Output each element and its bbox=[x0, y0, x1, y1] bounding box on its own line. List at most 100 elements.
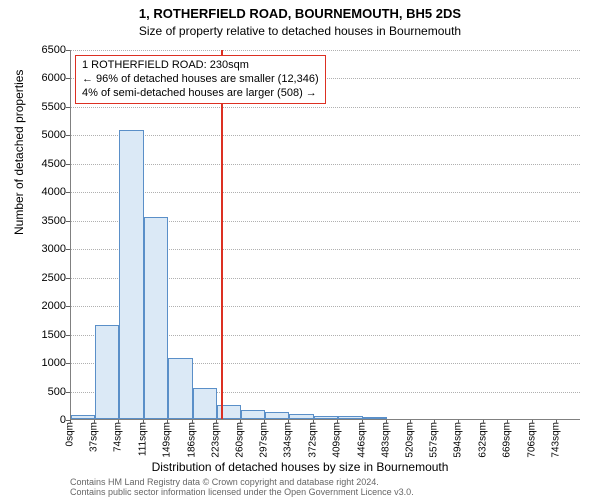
histogram-bar bbox=[71, 415, 95, 419]
ytick-mark bbox=[66, 306, 70, 307]
xtick-mark bbox=[458, 420, 459, 424]
xtick-label: 446sqm bbox=[356, 422, 367, 458]
histogram-bar bbox=[314, 416, 338, 419]
ytick-mark bbox=[66, 249, 70, 250]
ytick-label: 6000 bbox=[16, 72, 66, 84]
gridline bbox=[71, 135, 580, 136]
gridline bbox=[71, 164, 580, 165]
xtick-label: 372sqm bbox=[308, 422, 319, 458]
histogram-bar bbox=[289, 414, 313, 419]
ytick-label: 3500 bbox=[16, 215, 66, 227]
xtick-mark bbox=[410, 420, 411, 424]
ytick-label: 5500 bbox=[16, 101, 66, 113]
annotation-box: 1 ROTHERFIELD ROAD: 230sqm← 96% of detac… bbox=[75, 55, 326, 104]
chart-subtitle: Size of property relative to detached ho… bbox=[0, 24, 600, 38]
ytick-label: 4000 bbox=[16, 186, 66, 198]
xtick-label: 74sqm bbox=[113, 422, 124, 452]
footer-line-1: Contains HM Land Registry data © Crown c… bbox=[70, 477, 379, 487]
ytick-label: 5000 bbox=[16, 129, 66, 141]
ytick-mark bbox=[66, 135, 70, 136]
xtick-label: 632sqm bbox=[478, 422, 489, 458]
xtick-label: 260sqm bbox=[235, 422, 246, 458]
histogram-bar bbox=[338, 416, 362, 419]
xtick-mark bbox=[118, 420, 119, 424]
annotation-line: ← 96% of detached houses are smaller (12… bbox=[82, 73, 319, 87]
xtick-mark bbox=[288, 420, 289, 424]
xtick-mark bbox=[240, 420, 241, 424]
histogram-bar bbox=[363, 417, 387, 419]
ytick-mark bbox=[66, 192, 70, 193]
xtick-label: 594sqm bbox=[453, 422, 464, 458]
xtick-label: 706sqm bbox=[526, 422, 537, 458]
reference-line bbox=[221, 50, 223, 419]
ytick-label: 2500 bbox=[16, 272, 66, 284]
xtick-mark bbox=[507, 420, 508, 424]
xtick-mark bbox=[362, 420, 363, 424]
histogram-bar bbox=[168, 358, 192, 419]
xtick-mark bbox=[556, 420, 557, 424]
ytick-mark bbox=[66, 363, 70, 364]
annotation-line: 4% of semi-detached houses are larger (5… bbox=[82, 87, 319, 101]
ytick-mark bbox=[66, 278, 70, 279]
chart-container: 1, ROTHERFIELD ROAD, BOURNEMOUTH, BH5 2D… bbox=[0, 0, 600, 500]
ytick-label: 500 bbox=[16, 386, 66, 398]
gridline bbox=[71, 107, 580, 108]
xtick-mark bbox=[94, 420, 95, 424]
ytick-mark bbox=[66, 107, 70, 108]
xtick-label: 37sqm bbox=[89, 422, 100, 452]
ytick-mark bbox=[66, 335, 70, 336]
ytick-mark bbox=[66, 50, 70, 51]
xtick-mark bbox=[70, 420, 71, 424]
ytick-label: 3000 bbox=[16, 243, 66, 255]
xtick-label: 149sqm bbox=[162, 422, 173, 458]
plot-area bbox=[70, 50, 580, 420]
xtick-mark bbox=[264, 420, 265, 424]
xtick-label: 409sqm bbox=[332, 422, 343, 458]
xtick-mark bbox=[434, 420, 435, 424]
histogram-bar bbox=[241, 410, 265, 419]
xtick-mark bbox=[167, 420, 168, 424]
histogram-bar bbox=[144, 217, 168, 419]
gridline bbox=[71, 50, 580, 51]
xtick-label: 743sqm bbox=[550, 422, 561, 458]
xtick-label: 0sqm bbox=[65, 422, 76, 446]
xtick-label: 111sqm bbox=[137, 422, 148, 456]
ytick-mark bbox=[66, 221, 70, 222]
annotation-line: 1 ROTHERFIELD ROAD: 230sqm bbox=[82, 59, 319, 73]
xtick-label: 297sqm bbox=[259, 422, 270, 458]
ytick-label: 6500 bbox=[16, 44, 66, 56]
x-axis-label: Distribution of detached houses by size … bbox=[0, 460, 600, 474]
xtick-label: 557sqm bbox=[429, 422, 440, 458]
histogram-bar bbox=[119, 130, 143, 419]
xtick-mark bbox=[313, 420, 314, 424]
ytick-mark bbox=[66, 392, 70, 393]
xtick-mark bbox=[143, 420, 144, 424]
ytick-label: 2000 bbox=[16, 300, 66, 312]
histogram-bar bbox=[95, 325, 119, 419]
xtick-mark bbox=[483, 420, 484, 424]
y-axis-label: Number of detached properties bbox=[12, 70, 26, 235]
xtick-label: 334sqm bbox=[283, 422, 294, 458]
histogram-bar bbox=[193, 388, 217, 419]
xtick-label: 223sqm bbox=[210, 422, 221, 458]
ytick-label: 4500 bbox=[16, 158, 66, 170]
xtick-mark bbox=[216, 420, 217, 424]
xtick-mark bbox=[192, 420, 193, 424]
xtick-label: 483sqm bbox=[380, 422, 391, 458]
xtick-mark bbox=[532, 420, 533, 424]
xtick-label: 186sqm bbox=[186, 422, 197, 458]
xtick-mark bbox=[337, 420, 338, 424]
ytick-label: 1500 bbox=[16, 329, 66, 341]
xtick-label: 520sqm bbox=[405, 422, 416, 458]
footer-attribution: Contains HM Land Registry data © Crown c… bbox=[70, 478, 590, 498]
gridline bbox=[71, 192, 580, 193]
ytick-mark bbox=[66, 164, 70, 165]
ytick-label: 0 bbox=[16, 414, 66, 426]
ytick-mark bbox=[66, 78, 70, 79]
chart-title: 1, ROTHERFIELD ROAD, BOURNEMOUTH, BH5 2D… bbox=[0, 6, 600, 21]
ytick-label: 1000 bbox=[16, 357, 66, 369]
xtick-mark bbox=[386, 420, 387, 424]
footer-line-2: Contains public sector information licen… bbox=[70, 487, 414, 497]
histogram-bar bbox=[265, 412, 289, 419]
xtick-label: 669sqm bbox=[502, 422, 513, 458]
